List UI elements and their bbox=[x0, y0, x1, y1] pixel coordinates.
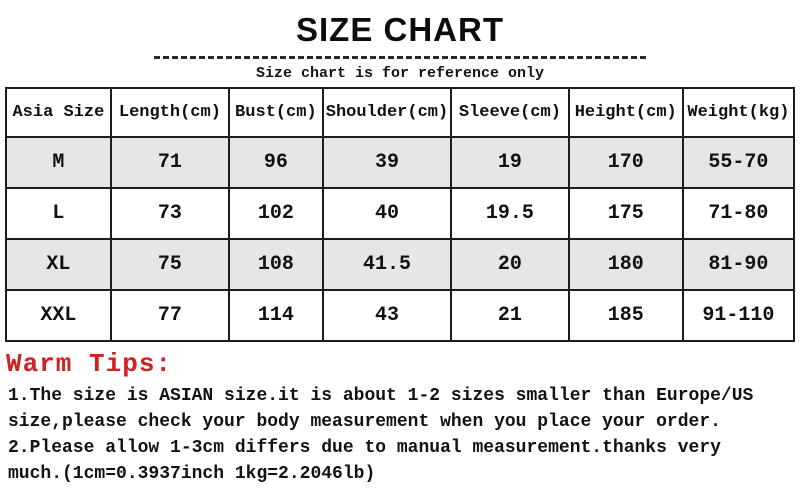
length-cell: 77 bbox=[109, 289, 230, 342]
weight-cell: 71-80 bbox=[681, 187, 796, 240]
length-cell: 75 bbox=[109, 238, 230, 291]
sleeve-cell: 21 bbox=[450, 289, 570, 342]
table-row-l: L 73 102 40 19.5 175 71-80 bbox=[5, 187, 796, 240]
shoulder-cell: 40 bbox=[321, 187, 453, 240]
sleeve-cell: 19.5 bbox=[450, 187, 570, 240]
column-header-asia-size: Asia Size bbox=[5, 87, 112, 138]
height-cell: 170 bbox=[567, 136, 684, 189]
column-header-bust: Bust(cm) bbox=[227, 87, 324, 138]
weight-cell: 91-110 bbox=[681, 289, 796, 342]
length-cell: 73 bbox=[109, 187, 230, 240]
tip-line: 2.Please allow 1-3cm differs due to manu… bbox=[8, 438, 721, 458]
page-title: SIZE CHART bbox=[296, 11, 504, 48]
reference-note: Size chart is for reference only bbox=[255, 65, 545, 82]
column-header-weight: Weight(kg) bbox=[681, 87, 796, 138]
shoulder-cell: 39 bbox=[321, 136, 453, 189]
tips-notes: 1.The size is ASIAN size.it is about 1-2… bbox=[8, 383, 796, 487]
sleeve-cell: 20 bbox=[450, 238, 570, 291]
bust-cell: 114 bbox=[227, 289, 324, 342]
weight-cell: 81-90 bbox=[681, 238, 796, 291]
column-header-length: Length(cm) bbox=[109, 87, 230, 138]
column-header-shoulder: Shoulder(cm) bbox=[321, 87, 453, 138]
size-label-cell: L bbox=[5, 187, 112, 240]
table-row-xl: XL 75 108 41.5 20 180 81-90 bbox=[5, 238, 796, 291]
column-header-sleeve: Sleeve(cm) bbox=[450, 87, 570, 138]
size-label-cell: M bbox=[5, 136, 112, 189]
weight-cell: 55-70 bbox=[681, 136, 796, 189]
height-cell: 185 bbox=[567, 289, 684, 342]
length-cell: 71 bbox=[109, 136, 230, 189]
sleeve-cell: 19 bbox=[450, 136, 570, 189]
column-header-height: Height(cm) bbox=[567, 87, 684, 138]
shoulder-cell: 41.5 bbox=[321, 238, 453, 291]
height-cell: 175 bbox=[567, 187, 684, 240]
bust-cell: 96 bbox=[227, 136, 324, 189]
tip-line: much.(1cm=0.3937inch 1kg=2.2046lb) bbox=[8, 464, 376, 484]
dashed-divider bbox=[154, 56, 646, 59]
tip-line: size,please check your body measurement … bbox=[8, 412, 721, 432]
table-row-m: M 71 96 39 19 170 55-70 bbox=[5, 136, 796, 189]
bust-cell: 102 bbox=[227, 187, 324, 240]
warm-tips-heading: Warm Tips: bbox=[6, 349, 173, 379]
table-row-xxl: XXL 77 114 43 21 185 91-110 bbox=[5, 289, 796, 342]
shoulder-cell: 43 bbox=[321, 289, 453, 342]
size-label-cell: XXL bbox=[5, 289, 112, 342]
height-cell: 180 bbox=[567, 238, 684, 291]
table-header-row: Asia Size Length(cm) Bust(cm) Shoulder(c… bbox=[5, 87, 796, 138]
bust-cell: 108 bbox=[227, 238, 324, 291]
size-label-cell: XL bbox=[5, 238, 112, 291]
size-chart-table: Asia Size Length(cm) Bust(cm) Shoulder(c… bbox=[5, 87, 796, 342]
tip-line: 1.The size is ASIAN size.it is about 1-2… bbox=[8, 386, 754, 406]
